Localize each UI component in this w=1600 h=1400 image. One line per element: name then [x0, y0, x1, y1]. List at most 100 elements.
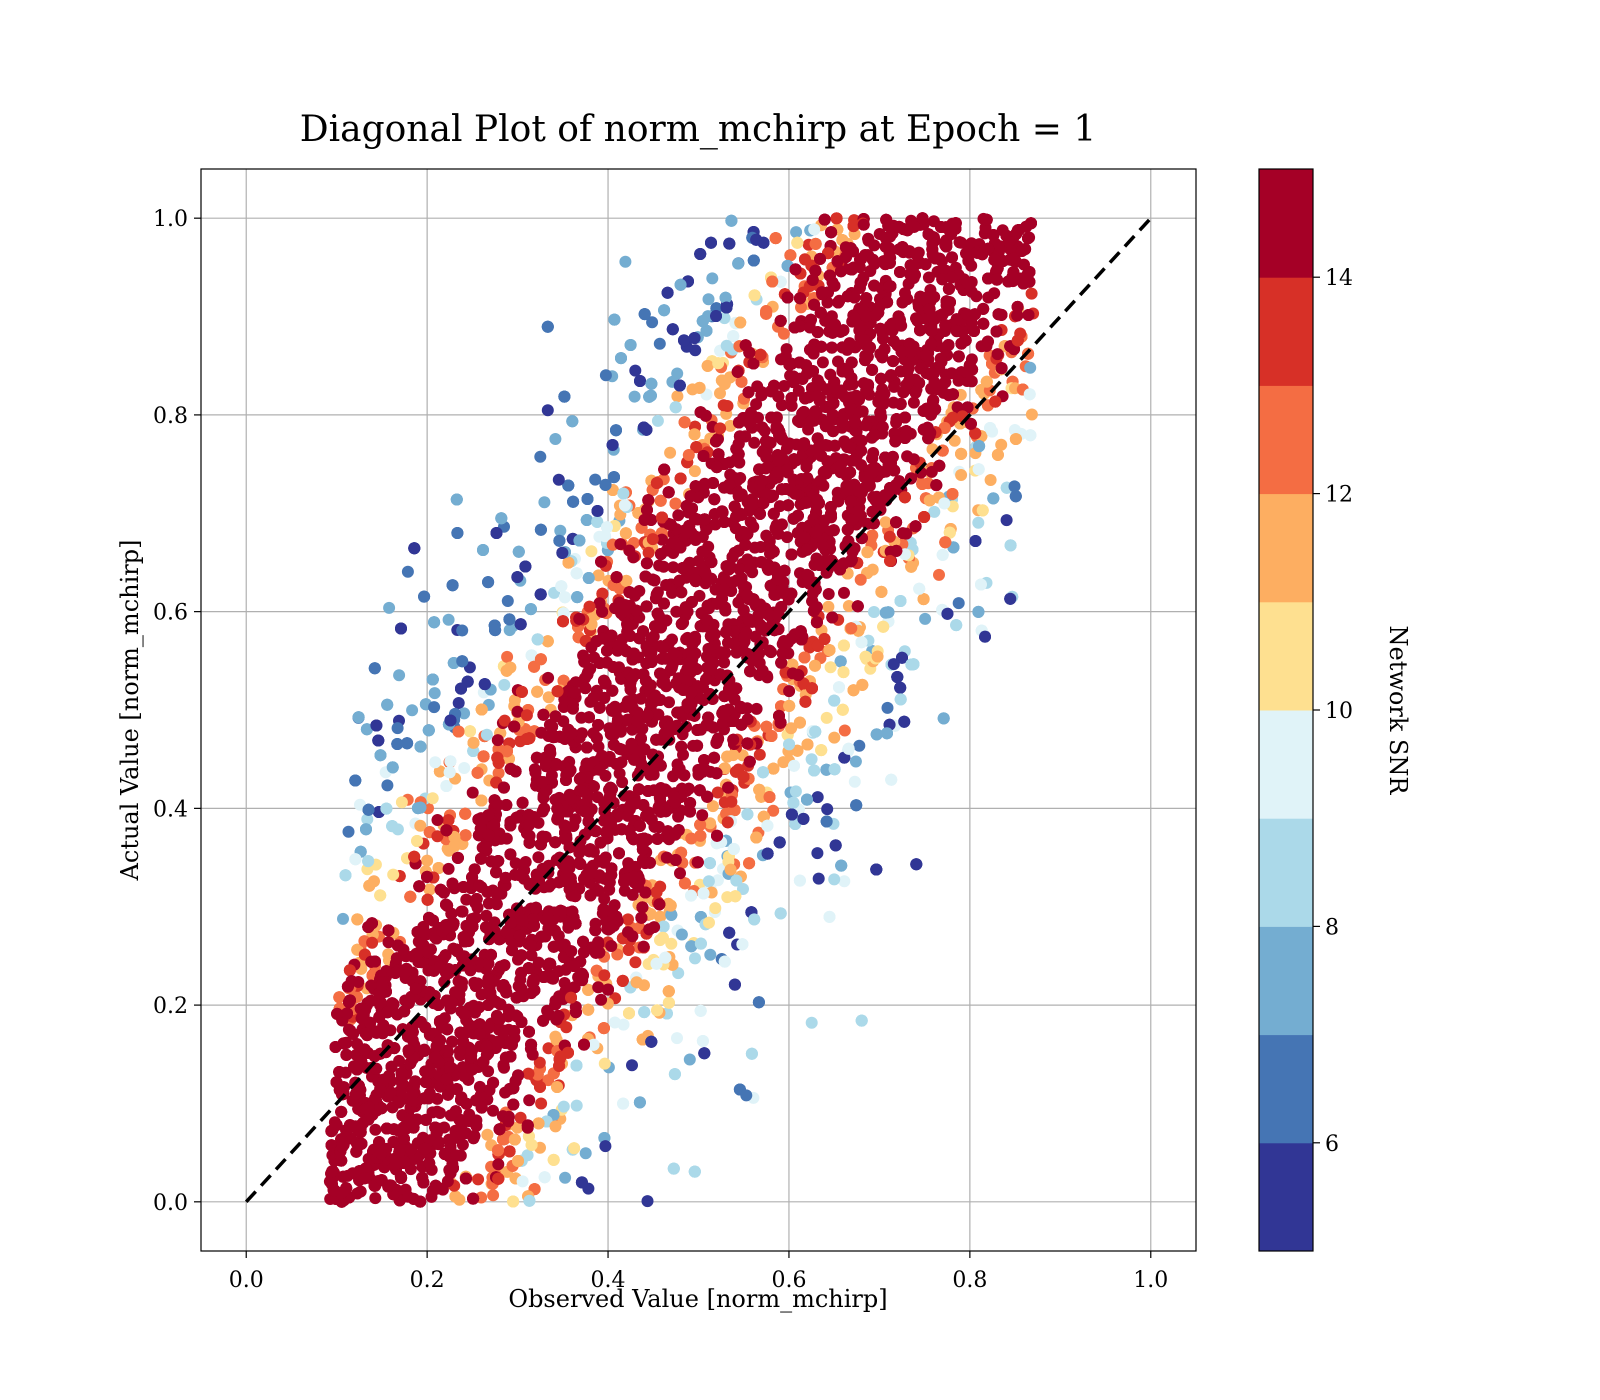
scatter-point	[520, 709, 533, 722]
scatter-point	[809, 659, 821, 672]
scatter-point	[711, 786, 724, 799]
scatter-point	[372, 734, 385, 747]
scatter-point	[387, 868, 400, 881]
scatter-point	[709, 902, 722, 915]
scatter-point	[653, 337, 666, 350]
scatter-point	[828, 694, 841, 707]
scatter-point	[672, 967, 685, 980]
scatter-point	[516, 1175, 529, 1188]
scatter-point	[969, 535, 982, 547]
scatter-point	[894, 681, 907, 694]
scatter-point	[618, 499, 631, 512]
scatter-point	[370, 719, 383, 732]
scatter-point	[651, 1004, 664, 1017]
scatter-point	[849, 755, 862, 768]
scatter-point	[820, 711, 833, 724]
scatter-point	[557, 1100, 570, 1113]
scatter-point	[870, 728, 883, 741]
scatter-point	[995, 438, 1008, 451]
scatter-point	[965, 259, 978, 272]
scatter-point	[645, 1035, 658, 1048]
scatter-point	[406, 704, 419, 717]
scatter-point	[765, 730, 778, 742]
scatter-point	[941, 607, 954, 620]
scatter-point	[879, 516, 892, 529]
scatter-point	[972, 463, 985, 476]
scatter-point	[361, 813, 374, 826]
scatter-point	[617, 1018, 630, 1031]
scatter-point	[696, 315, 709, 328]
scatter-point	[557, 674, 570, 687]
scatter-point	[592, 569, 605, 582]
scatter-point	[386, 820, 399, 833]
scatter-point	[671, 367, 684, 380]
scatter-point	[750, 831, 763, 844]
scatter-point	[689, 952, 701, 965]
scatter-point	[382, 924, 395, 937]
scatter-point	[339, 869, 352, 882]
scatter-point	[533, 1056, 546, 1069]
scatter-point	[805, 1016, 818, 1029]
scatter-point	[822, 600, 835, 613]
scatter-point	[785, 722, 798, 735]
scatter-point	[480, 728, 493, 741]
scatter-point	[615, 352, 627, 365]
scatter-point	[659, 951, 672, 964]
scatter-point	[542, 691, 555, 704]
scatter-point	[877, 620, 890, 633]
scatter-point	[428, 701, 441, 714]
scatter-point	[719, 291, 732, 304]
scatter-point	[582, 983, 595, 996]
scatter-point	[753, 748, 766, 761]
scatter-point	[630, 976, 643, 989]
scatter-point	[492, 1158, 505, 1171]
scatter-point	[580, 514, 593, 526]
scatter-point	[743, 857, 756, 870]
scatter-point	[688, 332, 701, 344]
scatter-point	[551, 1081, 564, 1093]
scatter-point	[706, 800, 719, 813]
scatter-point	[700, 324, 713, 337]
scatter-point	[531, 1068, 544, 1081]
scatter-point	[391, 722, 404, 735]
scatter-point	[616, 974, 629, 987]
scatter-point	[789, 785, 802, 798]
scatter-point	[745, 1047, 758, 1060]
scatter-point	[790, 226, 803, 239]
scatter-point	[508, 694, 521, 707]
scatter-point	[850, 799, 863, 812]
scatter-point	[492, 767, 505, 780]
scatter-point	[633, 1096, 646, 1109]
scatter-point	[991, 448, 1004, 461]
scatter-point	[1004, 539, 1017, 552]
scatter-point	[675, 928, 688, 941]
scatter-point	[760, 720, 773, 733]
scatter-point	[683, 1053, 696, 1066]
scatter-point	[777, 327, 790, 340]
scatter-point	[830, 212, 843, 225]
scatter-point	[693, 381, 706, 394]
scatter-point	[477, 544, 489, 556]
scatter-point	[842, 742, 855, 755]
scatter-point	[952, 597, 965, 610]
scatter-point	[421, 854, 434, 867]
scatter-point	[694, 937, 707, 950]
scatter-point	[767, 804, 780, 817]
scatter-point	[608, 471, 620, 484]
scatter-point	[694, 829, 707, 842]
scatter-point	[351, 913, 364, 926]
scatter-point	[482, 1065, 495, 1078]
scatter-point	[423, 883, 436, 896]
scatter-point	[626, 1059, 638, 1072]
scatter-point	[824, 661, 837, 674]
scatter-point	[702, 293, 715, 306]
scatter-point	[432, 862, 445, 874]
scatter-point	[444, 755, 457, 768]
scatter-point	[475, 794, 488, 807]
scatter-point	[555, 580, 568, 593]
scatter-point	[727, 330, 740, 343]
scatter-point	[701, 359, 714, 372]
scatter-point	[401, 737, 414, 750]
scatter-point	[737, 883, 749, 895]
